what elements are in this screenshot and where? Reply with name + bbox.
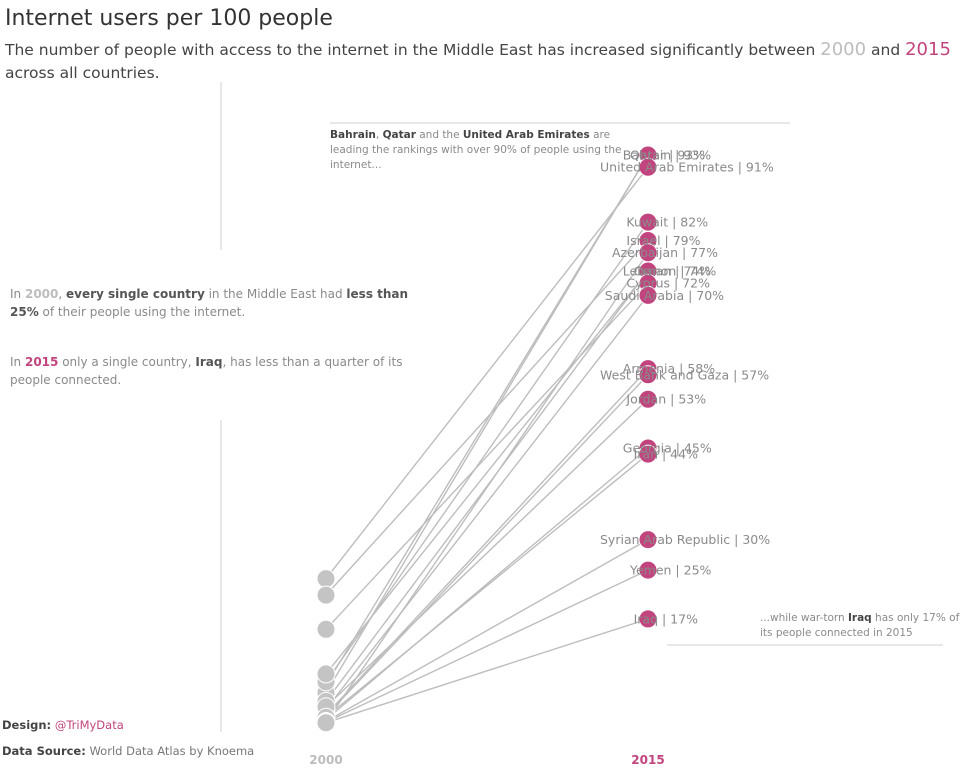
annotation-bottom: ...while war-torn Iraq has only 17% of i… <box>760 611 960 641</box>
value-label-saudi-arabia: Saudi Arabia | 70% <box>605 288 724 303</box>
x-axis-label-2015: 2015 <box>631 753 664 767</box>
value-label-jordan: Jordan | 53% <box>625 392 706 407</box>
footer-source: Data Source: World Data Atlas by Knoema <box>2 744 254 758</box>
slope-line-israel <box>325 240 649 596</box>
slope-line-syrian-arab-republic <box>325 538 649 723</box>
subtitle-text-2: and <box>866 41 906 59</box>
subtitle-text-3: across all countries. <box>5 64 160 82</box>
dot-2015-united-arab-emirates <box>638 157 658 177</box>
slope-line-qatar <box>325 154 649 694</box>
slope-line-jordan <box>325 398 649 708</box>
value-label-syrian-arab-republic: Syrian Arab Republic | 30% <box>600 532 770 547</box>
slope-line-armenia <box>325 368 649 716</box>
dot-2000-lebanon <box>316 664 336 684</box>
note-2000-bold-1: every single country <box>66 287 205 301</box>
dot-2000-united-arab-emirates <box>316 569 336 589</box>
value-label-kuwait: Kuwait | 82% <box>626 215 708 230</box>
annotation-top-sep-2: and the <box>415 129 463 141</box>
annotation-top-bahrain: Bahrain <box>330 129 376 141</box>
dot-2015-syrian-arab-republic <box>638 530 658 550</box>
note-2015-text-c: , has less than a quarter of its people … <box>10 355 403 387</box>
value-label-lebanon: Lebanon | 74% <box>623 264 717 279</box>
note-2015-bold: Iraq <box>195 355 223 369</box>
value-label-oman: Oman | 74% <box>634 264 712 279</box>
dot-2000-israel <box>316 585 336 605</box>
value-label-bahrain: Bahrain | 93% <box>623 148 711 163</box>
annotation-top-qatar: Qatar <box>382 129 416 141</box>
footer-source-value: World Data Atlas by Knoema <box>89 744 255 758</box>
value-label-azerbaijan: Azerbaijan | 77% <box>612 245 718 260</box>
annotation-top-uae: United Arab Emirates <box>462 129 590 141</box>
slope-line-lebanon <box>325 270 649 675</box>
footer-design-value[interactable]: @TriMyData <box>54 718 124 732</box>
note-2000-year: 2000 <box>24 287 59 301</box>
value-label-yemen: Yemen | 25% <box>629 563 712 578</box>
footer-design: Design: @TriMyData <box>2 718 124 732</box>
value-label-iraq: Iraq | 17% <box>634 611 698 626</box>
note-2000: In 2000, every single country in the Mid… <box>10 285 415 321</box>
value-label-iran: Iran | 44% <box>634 447 698 462</box>
note-2000-text-a: In <box>10 287 25 301</box>
value-label-israel: Israel | 79% <box>626 233 700 248</box>
dot-2000-iraq <box>316 713 336 733</box>
chart-title: Internet users per 100 people <box>5 6 333 31</box>
slope-line-west-bank-and-gaza <box>325 374 649 717</box>
note-2000-text-d: of their people using the internet. <box>38 305 246 319</box>
note-2015: In 2015 only a single country, Iraq, has… <box>10 353 405 389</box>
footer-design-label: Design: <box>2 718 52 732</box>
slope-line-azerbaijan <box>325 252 649 723</box>
slope-line-saudi-arabia <box>325 294 649 710</box>
subtitle-year-2015: 2015 <box>905 39 951 60</box>
value-label-west-bank-and-gaza: West Bank and Gaza | 57% <box>600 367 769 382</box>
slope-line-georgia <box>325 447 649 721</box>
value-label-united-arab-emirates: United Arab Emirates | 91% <box>600 160 774 175</box>
dot-2015-iran <box>638 444 658 464</box>
footer-source-label: Data Source: <box>2 744 86 758</box>
x-axis-label-2000: 2000 <box>309 753 342 767</box>
dot-2015-jordan <box>638 389 658 409</box>
annotation-bottom-iraq: Iraq <box>848 612 872 624</box>
annotation-bottom-pre: ...while war-torn <box>760 612 849 624</box>
value-label-armenia: Armenia | 58% <box>623 361 715 376</box>
annotation-top: Bahrain, Qatar and the United Arab Emira… <box>330 128 630 173</box>
slope-line-iraq <box>325 618 649 724</box>
note-2015-year: 2015 <box>24 355 59 369</box>
annotation-top-sep-1: , <box>375 129 383 141</box>
note-2000-bold-2: less than 25% <box>10 287 409 319</box>
subtitle-text-1: The number of people with access to the … <box>5 41 821 59</box>
subtitle-year-2000: 2000 <box>820 39 867 60</box>
note-2015-text-b: only a single country, <box>58 355 196 369</box>
value-label-georgia: Georgia | 45% <box>623 441 712 456</box>
annotation-bottom-rest: has only 17% of its people connected in … <box>760 612 960 639</box>
dot-2015-saudi-arabia <box>638 285 658 305</box>
note-2000-text-b: , <box>58 287 67 301</box>
slope-line-cyprus <box>325 282 649 630</box>
chart-subtitle: The number of people with access to the … <box>5 38 960 85</box>
note-2015-text-a: In <box>10 355 25 369</box>
dot-2000-cyprus <box>316 619 336 639</box>
note-2000-text-c: in the Middle East had <box>204 287 347 301</box>
slope-line-yemen <box>325 569 649 723</box>
annotation-top-rest: are leading the rankings with over 90% o… <box>330 129 622 171</box>
dot-2015-yemen <box>638 560 658 580</box>
value-label-cyprus: Cyprus | 72% <box>626 276 710 291</box>
slope-line-iran <box>325 453 649 718</box>
dot-2015-iraq <box>638 609 658 629</box>
slope-line-oman <box>325 270 649 702</box>
dot-2015-west-bank-and-gaza <box>638 365 658 385</box>
slope-line-united-arab-emirates <box>325 166 649 580</box>
value-label-qatar: Qatar | 93% <box>630 148 705 163</box>
